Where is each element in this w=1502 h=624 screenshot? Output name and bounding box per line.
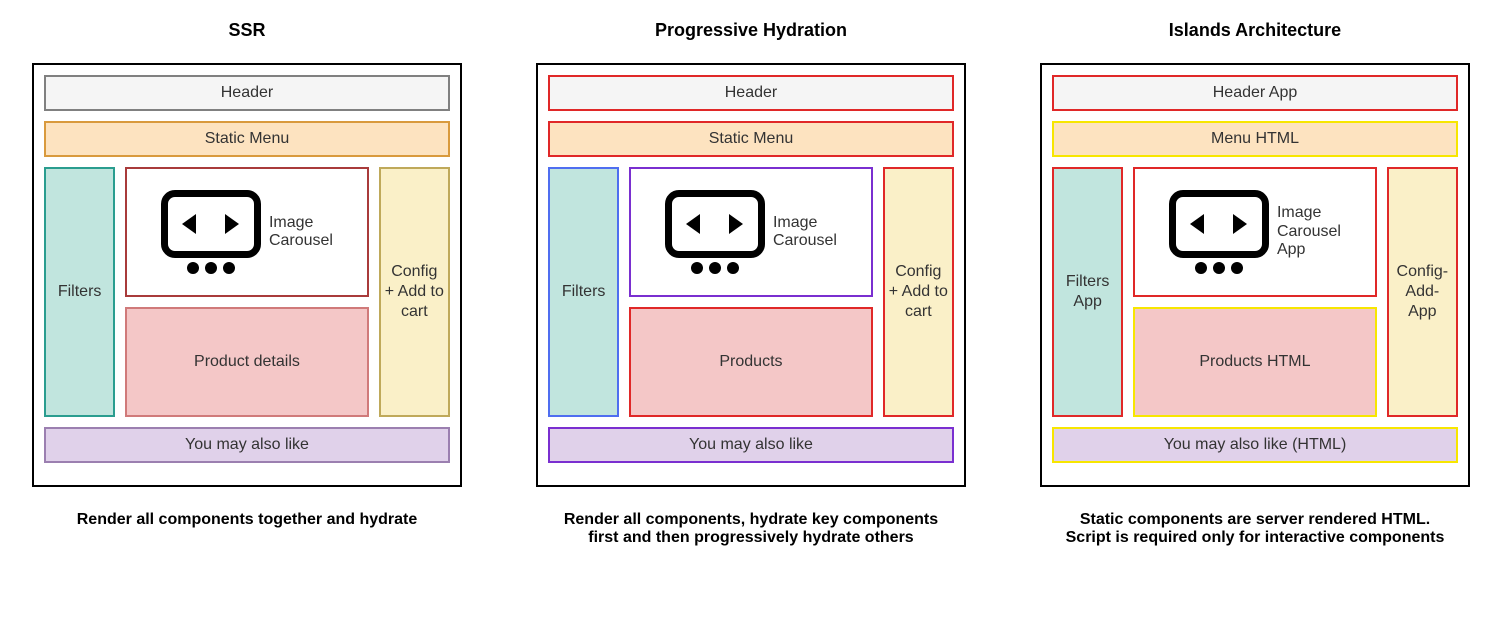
footer-cell: You may also like [548, 427, 954, 463]
products-cell: Product details [125, 307, 368, 417]
chevron-left-icon [1190, 214, 1204, 234]
panel-frame: Header Static Menu Filters [536, 63, 966, 487]
carousel-cell: ImageCarousel [125, 167, 368, 297]
center-col: ImageCarouselApp Products HTML [1133, 167, 1376, 417]
carousel-cell: ImageCarouselApp [1133, 167, 1376, 297]
header-cell: Header [548, 75, 954, 111]
menu-cell: Static Menu [548, 121, 954, 157]
carousel-screen-icon [1169, 190, 1269, 258]
config-cell: Config-Add-App [1387, 167, 1458, 417]
carousel-screen-icon [665, 190, 765, 258]
chevron-right-icon [729, 214, 743, 234]
chevron-right-icon [225, 214, 239, 234]
carousel-icon [1169, 190, 1269, 274]
diagram-root: SSR Header Static Menu Filters [0, 0, 1502, 547]
carousel-dots-icon [187, 262, 235, 274]
products-cell: Products HTML [1133, 307, 1376, 417]
menu-cell: Menu HTML [1052, 121, 1458, 157]
carousel-label: ImageCarouselApp [1277, 204, 1341, 259]
config-cell: Config + Add to cart [883, 167, 954, 417]
header-cell: Header App [1052, 75, 1458, 111]
chevron-right-icon [1233, 214, 1247, 234]
filters-cell: Filters App [1052, 167, 1123, 417]
carousel-screen-icon [161, 190, 261, 258]
products-cell: Products [629, 307, 872, 417]
menu-cell: Static Menu [44, 121, 450, 157]
panel-caption: Static components are server rendered HT… [1055, 511, 1455, 547]
center-col: ImageCarousel Products [629, 167, 872, 417]
chevron-left-icon [686, 214, 700, 234]
footer-cell: You may also like [44, 427, 450, 463]
panel-title: Islands Architecture [1169, 20, 1341, 41]
mid-row: Filters ImageCarousel [548, 167, 954, 417]
panel-caption: Render all components together and hydra… [77, 511, 418, 529]
panel-caption: Render all components, hydrate key compo… [551, 511, 951, 547]
header-cell: Header [44, 75, 450, 111]
panel-title: SSR [228, 20, 265, 41]
panel-progressive-hydration: Progressive Hydration Header Static Menu… [521, 20, 981, 547]
carousel-label: ImageCarousel [773, 214, 837, 251]
chevron-left-icon [182, 214, 196, 234]
config-cell: Config + Add to cart [379, 167, 450, 417]
panel-frame: Header App Menu HTML Filters App [1040, 63, 1470, 487]
mid-row: Filters ImageCarousel [44, 167, 450, 417]
carousel-icon [665, 190, 765, 274]
mid-row: Filters App ImageCarouselApp [1052, 167, 1458, 417]
carousel-cell: ImageCarousel [629, 167, 872, 297]
filters-cell: Filters [44, 167, 115, 417]
center-col: ImageCarousel Product details [125, 167, 368, 417]
filters-cell: Filters [548, 167, 619, 417]
carousel-dots-icon [691, 262, 739, 274]
panel-title: Progressive Hydration [655, 20, 847, 41]
panel-frame: Header Static Menu Filters [32, 63, 462, 487]
footer-cell: You may also like (HTML) [1052, 427, 1458, 463]
carousel-dots-icon [1195, 262, 1243, 274]
panel-ssr: SSR Header Static Menu Filters [17, 20, 477, 547]
panel-islands-architecture: Islands Architecture Header App Menu HTM… [1025, 20, 1485, 547]
carousel-label: ImageCarousel [269, 214, 333, 251]
carousel-icon [161, 190, 261, 274]
